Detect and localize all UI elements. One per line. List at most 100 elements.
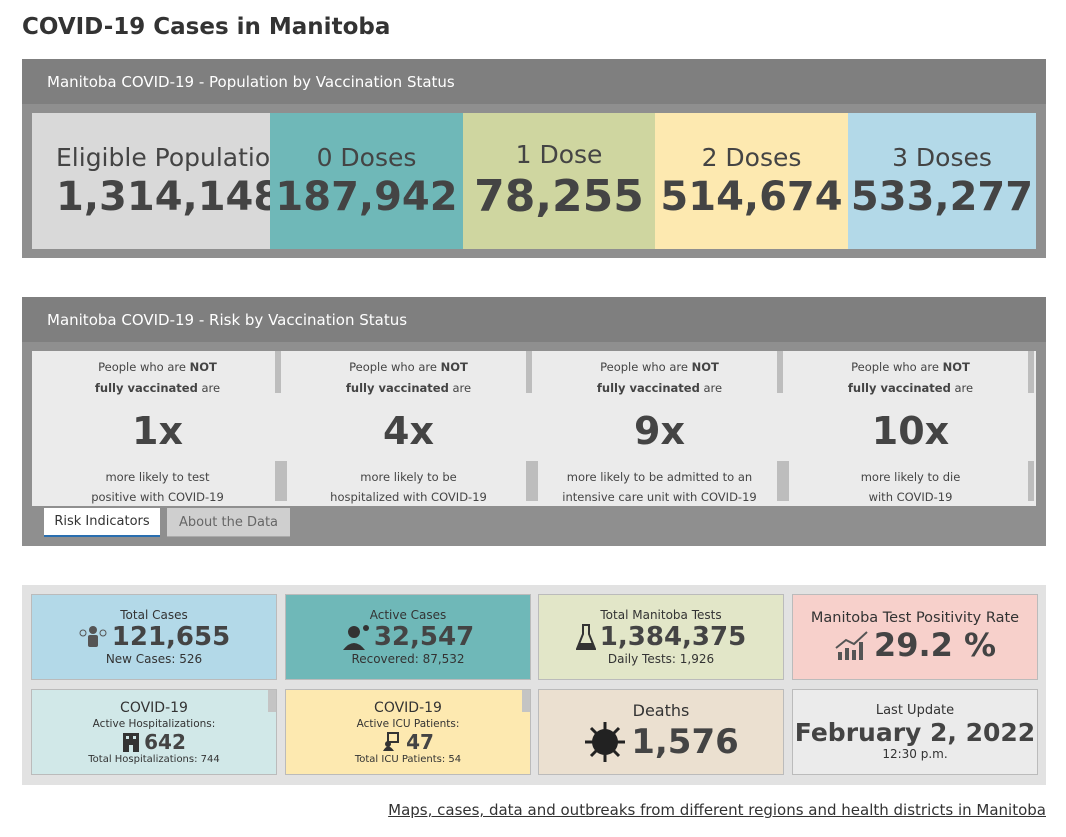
risk-card: People who are NOT fully vaccinated are 10… xyxy=(783,351,1036,506)
stat-sublabel: Active ICU Patients: xyxy=(356,717,460,730)
tile-value: 187,942 xyxy=(275,173,458,220)
stat-value: 1,576 xyxy=(631,721,739,762)
tile-value: 514,674 xyxy=(660,173,843,220)
risk-outcome: intensive care unit with COVID-19 xyxy=(562,490,757,504)
intro-text: People who are xyxy=(349,360,437,374)
intro-emphasis: NOT xyxy=(189,360,217,374)
intro-emphasis: fully vaccinated xyxy=(596,381,700,395)
population-tile: 1 Dose 78,255 xyxy=(463,113,655,249)
icon xyxy=(342,624,370,650)
stat-card: Total Manitoba Tests 1,384,375 Daily Tests… xyxy=(538,594,784,680)
stat-card: COVID-19 Active Hospitalizations: 642 Total… xyxy=(31,689,277,775)
stat-label: Last Update xyxy=(875,703,955,718)
stat-label: Manitoba Test Positivity Rate xyxy=(810,610,1020,626)
intro-emphasis: fully vaccinated xyxy=(345,381,449,395)
tab[interactable]: Risk Indicators xyxy=(44,508,160,537)
icon xyxy=(122,732,140,752)
risk-intro: People who are NOT xyxy=(534,357,785,378)
icon xyxy=(583,720,627,764)
risk-value: 1x xyxy=(132,409,183,453)
intro-text: are xyxy=(703,381,723,395)
stat-detail: Total ICU Patients: 54 xyxy=(354,753,462,765)
scroll-bar xyxy=(522,690,530,712)
icon xyxy=(834,630,870,660)
stat-sublabel: Active Hospitalizations: xyxy=(92,717,216,730)
footer-link[interactable]: Maps, cases, data and outbreaks from dif… xyxy=(388,801,1046,819)
tile-value: 78,255 xyxy=(474,171,644,222)
footer: Maps, cases, data and outbreaks from dif… xyxy=(388,800,1046,819)
tab[interactable]: About the Data xyxy=(167,508,290,537)
stat-card: COVID-19 Active ICU Patients: 47 Total ICU … xyxy=(285,689,531,775)
risk-card: People who are NOT fully vaccinated are 1x… xyxy=(32,351,283,506)
stat-value-row: 47 xyxy=(382,730,434,754)
risk-intro: fully vaccinated are xyxy=(32,378,283,399)
icon xyxy=(575,623,596,651)
tile-label: 2 Doses xyxy=(701,142,802,172)
risk-card: People who are NOT fully vaccinated are 4x… xyxy=(281,351,534,506)
stat-card: Active Cases 32,547 Recovered: 87,532 xyxy=(285,594,531,680)
population-tile: 3 Doses 533,277 xyxy=(848,113,1036,249)
risk-outcome: hospitalized with COVID-19 xyxy=(330,490,487,504)
scroll-bar xyxy=(783,461,789,501)
stat-value: February 2, 2022 xyxy=(794,718,1036,747)
tile-label: 0 Doses xyxy=(316,142,417,172)
intro-text: are xyxy=(201,381,221,395)
scroll-bar xyxy=(275,351,281,393)
stat-label: Total Manitoba Tests xyxy=(600,608,722,622)
stat-label: Total Cases xyxy=(120,608,188,622)
intro-emphasis: NOT xyxy=(942,360,970,374)
stat-value: 642 xyxy=(144,729,186,754)
risk-intro: fully vaccinated are xyxy=(785,378,1036,399)
stat-label: Active Cases xyxy=(369,608,447,622)
intro-emphasis: fully vaccinated xyxy=(94,381,198,395)
scroll-bar xyxy=(1028,461,1034,501)
intro-emphasis: fully vaccinated xyxy=(847,381,951,395)
stat-value-row: 1,384,375 xyxy=(575,622,746,652)
risk-intro: People who are NOT xyxy=(32,357,283,378)
risk-outcome: positive with COVID-19 xyxy=(91,490,224,504)
stat-value-row: 121,655 xyxy=(78,622,230,652)
panel-header: Manitoba COVID-19 - Population by Vaccin… xyxy=(22,59,1046,104)
stat-value: 32,547 xyxy=(373,622,475,652)
population-tile: 0 Doses 187,942 xyxy=(270,113,463,249)
scroll-bar xyxy=(526,461,532,501)
scroll-bar xyxy=(526,351,532,393)
stat-detail: Recovered: 87,532 xyxy=(351,652,465,666)
risk-value: 9x xyxy=(634,409,685,453)
icon xyxy=(78,625,108,649)
risk-outcome: more likely to be xyxy=(360,470,457,484)
scroll-bar xyxy=(532,461,538,501)
scroll-bar xyxy=(275,461,281,501)
population-tile: 2 Doses 514,674 xyxy=(655,113,848,249)
stat-label: COVID-19 xyxy=(120,699,188,716)
stat-detail: 12:30 p.m. xyxy=(882,747,948,761)
risk-outcome: more likely to die xyxy=(860,470,961,484)
scroll-bar xyxy=(281,461,287,501)
scroll-bar xyxy=(777,351,783,393)
risk-value: 10x xyxy=(871,409,950,453)
risk-intro: People who are NOT xyxy=(785,357,1036,378)
tile-value: 533,277 xyxy=(850,173,1034,220)
risk-outcome: more likely to be admitted to an xyxy=(566,470,753,484)
tile-value: 1,314,148 xyxy=(56,173,270,220)
stat-value: 29.2 % xyxy=(873,626,997,664)
panel-header: Manitoba COVID-19 - Risk by Vaccination … xyxy=(22,297,1046,342)
stat-value-row: February 2, 2022 xyxy=(795,718,1035,747)
intro-text: are xyxy=(954,381,974,395)
stat-value-row: 1,576 xyxy=(583,720,739,764)
stat-value-row: 32,547 xyxy=(342,622,474,652)
stat-card: Last Update February 2, 2022 12:30 p.m. xyxy=(792,689,1038,775)
stat-value: 121,655 xyxy=(111,622,231,652)
risk-outcome: more likely to test xyxy=(105,470,210,484)
stat-value: 47 xyxy=(406,729,434,754)
tile-label: 1 Dose xyxy=(515,140,603,169)
tile-label: 3 Doses xyxy=(892,142,992,172)
page-title: COVID-19 Cases in Manitoba xyxy=(22,14,391,40)
intro-text: are xyxy=(452,381,472,395)
risk-outcome: with COVID-19 xyxy=(868,490,953,504)
icon xyxy=(382,731,402,752)
scroll-bar xyxy=(1028,351,1034,393)
stat-label: COVID-19 xyxy=(374,699,442,716)
risk-intro: People who are NOT xyxy=(283,357,534,378)
